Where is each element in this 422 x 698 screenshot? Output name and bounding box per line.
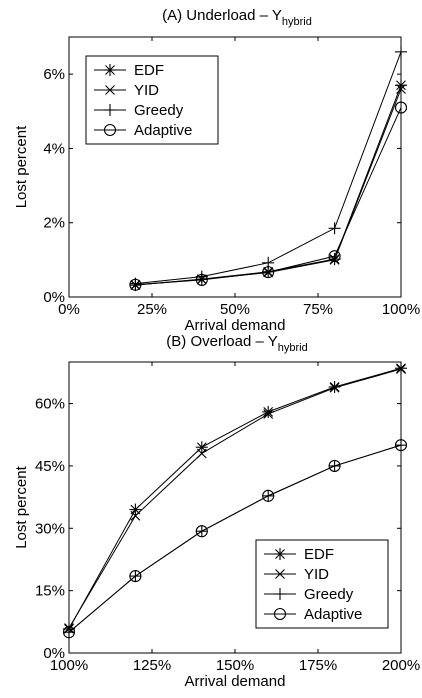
chart-title: (B) Overload – Yhybrid — [166, 333, 307, 354]
x-tick-label: 25% — [137, 301, 167, 318]
data-point — [263, 409, 274, 419]
legend-marker — [103, 123, 117, 137]
x-tick-label: 75% — [303, 301, 333, 318]
chart-underload: (A) Underload – Yhybrid 0% 25% 50% 75% 100% 0%… — [13, 7, 420, 334]
data-point — [395, 45, 407, 58]
series-adaptive — [62, 439, 408, 639]
y-tick-label: 60% — [35, 396, 65, 413]
legend-label: EDF — [134, 62, 164, 79]
legend: EDF YID Greedy Adaptive — [85, 55, 219, 145]
legend-marker — [275, 569, 285, 579]
data-point — [62, 626, 76, 639]
data-point — [130, 510, 141, 521]
legend-marker — [105, 85, 115, 95]
data-point — [262, 489, 275, 502]
series-line — [68, 444, 402, 633]
x-axis-label: Arrival demand — [185, 317, 286, 334]
data-point — [195, 525, 208, 538]
x-tick-label: 100% — [50, 657, 88, 674]
x-axis-label: Arrival demand — [185, 673, 286, 690]
data-point — [328, 459, 341, 472]
data-point — [196, 448, 207, 459]
legend-item: EDF — [264, 546, 334, 563]
x-tick-label: 50% — [220, 301, 250, 318]
legend-marker — [274, 588, 286, 600]
y-tick-label: 45% — [35, 458, 65, 475]
data-point — [396, 84, 406, 94]
data-point — [129, 503, 142, 516]
data-point — [396, 364, 406, 374]
legend-marker — [273, 607, 287, 621]
legend-item: Adaptive — [94, 122, 192, 139]
data-point — [129, 570, 142, 583]
legend-label: YID — [304, 566, 329, 583]
data-point — [328, 222, 341, 235]
legend-item: EDF — [94, 62, 164, 79]
y-tick-label: 0% — [43, 645, 65, 662]
legend-label: Greedy — [134, 102, 184, 119]
legend-item: Adaptive — [264, 606, 362, 623]
data-point — [262, 266, 275, 279]
legend-item: Greedy — [94, 102, 184, 119]
series-line — [68, 368, 402, 629]
data-point — [329, 382, 340, 393]
y-tick-label: 15% — [35, 583, 65, 600]
legend-label: YID — [134, 82, 159, 99]
legend-label: Adaptive — [304, 606, 362, 623]
data-point — [394, 101, 408, 114]
y-axis-label: Lost percent — [13, 125, 30, 208]
y-tick-label: 6% — [43, 66, 65, 83]
legend-item: YID — [94, 82, 159, 99]
data-point — [395, 362, 407, 375]
legend-item: YID — [264, 566, 329, 583]
y-tick-label: 30% — [35, 520, 65, 537]
x-tick-label: 200% — [382, 657, 420, 674]
legend-box — [85, 55, 219, 145]
legend-label: EDF — [304, 546, 334, 563]
legend-label: Adaptive — [134, 122, 192, 139]
data-point — [129, 278, 142, 291]
series-line — [68, 367, 402, 630]
y-axis-label: Lost percent — [13, 465, 30, 548]
legend-box — [255, 539, 389, 629]
legend-item: Greedy — [264, 586, 354, 603]
legend: EDF YID Greedy Adaptive — [255, 539, 389, 629]
legend-marker — [104, 104, 116, 116]
x-tick-label: 150% — [216, 657, 254, 674]
legend-label: Greedy — [304, 586, 354, 603]
series-line — [135, 107, 402, 286]
x-tick-label: 175% — [299, 657, 337, 674]
x-tick-label: 125% — [133, 657, 171, 674]
series-adaptive — [129, 101, 408, 291]
chart-title: (A) Underload – Yhybrid — [162, 7, 312, 28]
y-tick-label: 4% — [43, 140, 65, 157]
x-tick-label: 100% — [382, 301, 420, 318]
legend-marker — [104, 64, 116, 76]
series-yid — [64, 364, 406, 633]
x-tick-label: 0% — [58, 301, 80, 318]
y-tick-label: 2% — [43, 215, 65, 232]
chart-overload: (B) Overload – Yhybrid 100% 125% 150% 175% 20… — [13, 333, 420, 690]
data-point — [328, 250, 341, 263]
legend-marker — [274, 548, 286, 560]
data-point — [195, 273, 208, 286]
y-tick-label: 0% — [43, 289, 65, 306]
data-point — [394, 439, 408, 452]
